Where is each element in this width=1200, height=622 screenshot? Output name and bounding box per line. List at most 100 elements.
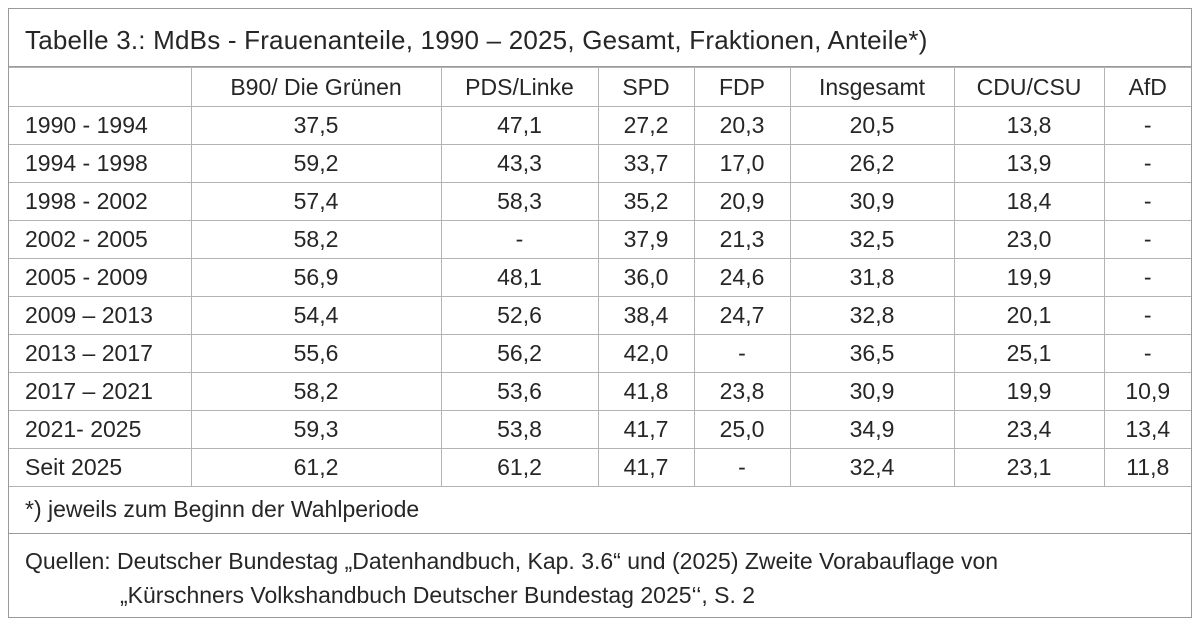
value-cell: 30,9	[789, 182, 955, 221]
header-row: B90/ Die Grünen PDS/Linke SPD FDP Insges…	[9, 67, 1191, 107]
value-cell: 30,9	[789, 372, 955, 411]
value-cell: 20,9	[693, 182, 791, 221]
value-cell: 53,8	[440, 410, 599, 449]
value-cell: -	[693, 448, 791, 487]
sources-line-2: „Kürschners Volkshandbuch Deutscher Bund…	[120, 582, 756, 608]
value-cell: 23,8	[693, 372, 791, 411]
value-cell: 27,2	[597, 106, 695, 145]
value-cell: 56,2	[440, 334, 599, 373]
table-frame: Tabelle 3.: MdBs - Frauenanteile, 1990 –…	[8, 8, 1192, 618]
table-row: Seit 2025 61,2 61,2 41,7-32,4 23,1 11,8	[9, 448, 1191, 487]
header-cell-spd: SPD	[597, 67, 695, 107]
value-cell: 42,0	[597, 334, 695, 373]
table-row: 2005 - 2009 56,9 48,1 36,0 24,6 31,8 19,9-	[9, 258, 1191, 297]
value-cell: 34,9	[789, 410, 955, 449]
value-cell: 41,7	[597, 448, 695, 487]
value-cell: -	[1103, 144, 1191, 183]
value-cell: 57,4	[190, 182, 442, 221]
value-cell: 19,9	[953, 258, 1105, 297]
value-cell: 25,0	[693, 410, 791, 449]
value-cell: 61,2	[190, 448, 442, 487]
value-cell: -	[1103, 296, 1191, 335]
value-cell: 48,1	[440, 258, 599, 297]
value-cell: 21,3	[693, 220, 791, 259]
value-cell: 24,7	[693, 296, 791, 335]
sources-line-1: Quellen: Deutscher Bundestag „Datenhandb…	[25, 548, 999, 574]
value-cell: 20,1	[953, 296, 1105, 335]
value-cell: 41,8	[597, 372, 695, 411]
header-cell-linke: PDS/Linke	[440, 67, 599, 107]
table-row: 2013 – 2017 55,6 56,2 42,0-36,5 25,1-	[9, 334, 1191, 373]
table-title: Tabelle 3.: MdBs - Frauenanteile, 1990 –…	[9, 9, 1191, 67]
value-cell: -	[1103, 220, 1191, 259]
value-cell: 36,5	[789, 334, 955, 373]
period-cell: 2005 - 2009	[9, 258, 192, 297]
value-cell: 32,4	[789, 448, 955, 487]
value-cell: 23,0	[953, 220, 1105, 259]
value-cell: 35,2	[597, 182, 695, 221]
value-cell: 43,3	[440, 144, 599, 183]
value-cell: 59,3	[190, 410, 442, 449]
table-row: 2009 – 2013 54,4 52,6 38,4 24,7 32,8 20,1-	[9, 296, 1191, 335]
period-cell: 2009 – 2013	[9, 296, 192, 335]
value-cell: -	[693, 334, 791, 373]
value-cell: 59,2	[190, 144, 442, 183]
period-cell: 1998 - 2002	[9, 182, 192, 221]
value-cell: 55,6	[190, 334, 442, 373]
period-cell: 1994 - 1998	[9, 144, 192, 183]
table-row: 1998 - 2002 57,4 58,3 35,2 20,9 30,9 18,4-	[9, 182, 1191, 221]
footnote: *) jeweils zum Beginn der Wahlperiode	[9, 486, 1191, 534]
value-cell: 37,5	[190, 106, 442, 145]
value-cell: 52,6	[440, 296, 599, 335]
value-cell: 58,3	[440, 182, 599, 221]
value-cell: 17,0	[693, 144, 791, 183]
period-cell: 2017 – 2021	[9, 372, 192, 411]
value-cell: 20,3	[693, 106, 791, 145]
value-cell: 13,4	[1103, 410, 1191, 449]
header-cell-afd: AfD	[1103, 67, 1191, 107]
value-cell: 23,1	[953, 448, 1105, 487]
period-cell: Seit 2025	[9, 448, 192, 487]
value-cell: 26,2	[789, 144, 955, 183]
period-cell: 2013 – 2017	[9, 334, 192, 373]
value-cell: -	[1103, 258, 1191, 297]
value-cell: 23,4	[953, 410, 1105, 449]
value-cell: 13,9	[953, 144, 1105, 183]
value-cell: 56,9	[190, 258, 442, 297]
value-cell: 38,4	[597, 296, 695, 335]
value-cell: -	[1103, 182, 1191, 221]
period-cell: 2002 - 2005	[9, 220, 192, 259]
header-cell-cdu-csu: CDU/CSU	[953, 67, 1105, 107]
header-cell-period	[9, 67, 192, 107]
value-cell: 10,9	[1103, 372, 1191, 411]
value-cell: -	[1103, 334, 1191, 373]
table-row: 2017 – 2021 58,2 53,6 41,8 23,8 30,9 19,9 10,9	[9, 372, 1191, 411]
value-cell: 36,0	[597, 258, 695, 297]
value-cell: 24,6	[693, 258, 791, 297]
value-cell: 19,9	[953, 372, 1105, 411]
value-cell: 25,1	[953, 334, 1105, 373]
value-cell: 54,4	[190, 296, 442, 335]
value-cell: 32,8	[789, 296, 955, 335]
data-table: B90/ Die Grünen PDS/Linke SPD FDP Insges…	[9, 67, 1191, 487]
header-cell-gruene: B90/ Die Grünen	[190, 67, 442, 107]
value-cell: 41,7	[597, 410, 695, 449]
value-cell: 58,2	[190, 372, 442, 411]
table-row: 2002 - 2005 58,2-37,9 21,3 32,5 23,0-	[9, 220, 1191, 259]
value-cell: 32,5	[789, 220, 955, 259]
sources: Quellen: Deutscher Bundestag „Datenhandb…	[9, 534, 1191, 612]
header-cell-fdp: FDP	[693, 67, 791, 107]
table-row: 2021- 2025 59,3 53,8 41,7 25,0 34,9 23,4 13,4	[9, 410, 1191, 449]
value-cell: -	[440, 220, 599, 259]
value-cell: 47,1	[440, 106, 599, 145]
value-cell: -	[1103, 106, 1191, 145]
value-cell: 11,8	[1103, 448, 1191, 487]
period-cell: 1990 - 1994	[9, 106, 192, 145]
value-cell: 33,7	[597, 144, 695, 183]
table-row: 1994 - 1998 59,2 43,3 33,7 17,0 26,2 13,9-	[9, 144, 1191, 183]
value-cell: 20,5	[789, 106, 955, 145]
table-row: 1990 - 1994 37,5 47,1 27,2 20,3 20,5 13,8-	[9, 106, 1191, 145]
period-cell: 2021- 2025	[9, 410, 192, 449]
value-cell: 37,9	[597, 220, 695, 259]
value-cell: 58,2	[190, 220, 442, 259]
